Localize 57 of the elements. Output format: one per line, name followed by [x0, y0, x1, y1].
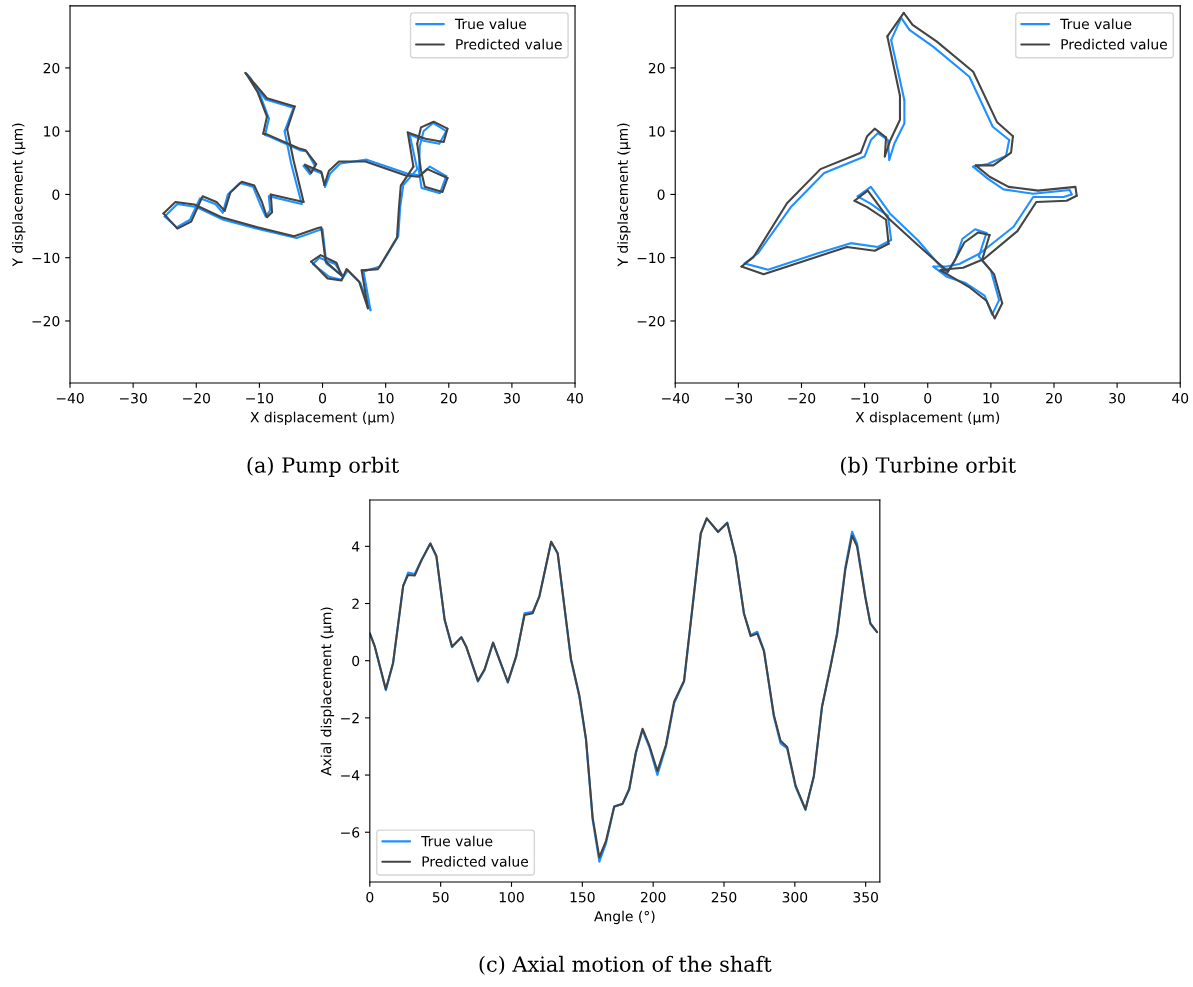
- y-tick-label: 4: [351, 541, 360, 552]
- x-tick-label: 100: [499, 891, 524, 903]
- legend-label: True value: [421, 835, 493, 847]
- y-tick-label: −6: [341, 827, 360, 838]
- x-axis-title: Angle (°): [594, 910, 655, 925]
- y-tick-label: 2: [352, 598, 359, 609]
- x-tick-label: −30: [725, 392, 753, 404]
- x-tick-label: 20: [440, 392, 457, 404]
- x-tick-label: 20: [1046, 392, 1062, 404]
- x-tick-label: −10: [246, 392, 274, 404]
- x-tick-label: 150: [570, 891, 595, 903]
- y-tick-label: −10: [32, 252, 60, 264]
- legend-label: Predicted value: [422, 856, 529, 867]
- text: (c) Axial motion of the shaft: [479, 955, 772, 975]
- x-axis-title: X displacement (μm): [855, 411, 1000, 426]
- y-tick-label: 0: [657, 189, 665, 200]
- y-tick-label: 0: [352, 655, 360, 667]
- x-tick-label: 10: [378, 392, 394, 404]
- y-tick-label: 20: [648, 62, 665, 74]
- x-tick-label: −40: [662, 392, 689, 404]
- legend-label: Predicted value: [1061, 38, 1167, 50]
- x-tick-label: 10: [983, 392, 999, 404]
- y-axis-title: Y displacement (μm): [617, 123, 631, 267]
- x-tick-label: 0: [366, 891, 374, 903]
- y-axis-title: Y displacement (μm): [12, 123, 26, 267]
- x-tick-label: 200: [640, 891, 666, 903]
- x-tick-label: 40: [1172, 392, 1189, 404]
- legend-label: True value: [454, 18, 527, 30]
- legend-label: Predicted value: [456, 38, 562, 50]
- x-tick-label: −10: [851, 392, 879, 404]
- y-tick-label: 0: [52, 189, 60, 200]
- x-tick-label: 40: [566, 392, 583, 404]
- x-tick-label: 50: [432, 891, 449, 903]
- x-tick-label: −40: [56, 392, 84, 404]
- y-axis-title: Axial displacement (μm): [320, 607, 335, 776]
- x-tick-label: 0: [319, 392, 327, 404]
- y-tick-label: −20: [32, 315, 60, 327]
- y-tick-label: 10: [649, 126, 665, 137]
- x-tick-label: 0: [924, 392, 932, 404]
- x-tick-label: −20: [183, 392, 211, 404]
- legend-label: True value: [1060, 18, 1132, 30]
- y-tick-label: 20: [43, 62, 60, 74]
- y-tick-label: −4: [341, 770, 360, 781]
- x-tick-label: −30: [119, 392, 147, 404]
- x-tick-label: 30: [1109, 392, 1126, 404]
- text: (a) Pump orbit: [247, 456, 400, 477]
- text: (b) Turbine orbit: [841, 456, 1016, 476]
- x-tick-label: 350: [853, 891, 878, 903]
- y-tick-label: −20: [637, 315, 665, 327]
- y-tick-label: 10: [44, 126, 60, 137]
- x-tick-label: 30: [504, 392, 520, 404]
- x-axis-title: X displacement (μm): [250, 411, 394, 426]
- y-tick-label: −2: [341, 712, 359, 724]
- y-tick-label: −10: [637, 252, 665, 264]
- x-tick-label: −20: [788, 392, 816, 404]
- x-tick-label: 300: [782, 891, 808, 903]
- x-tick-label: 250: [711, 891, 737, 903]
